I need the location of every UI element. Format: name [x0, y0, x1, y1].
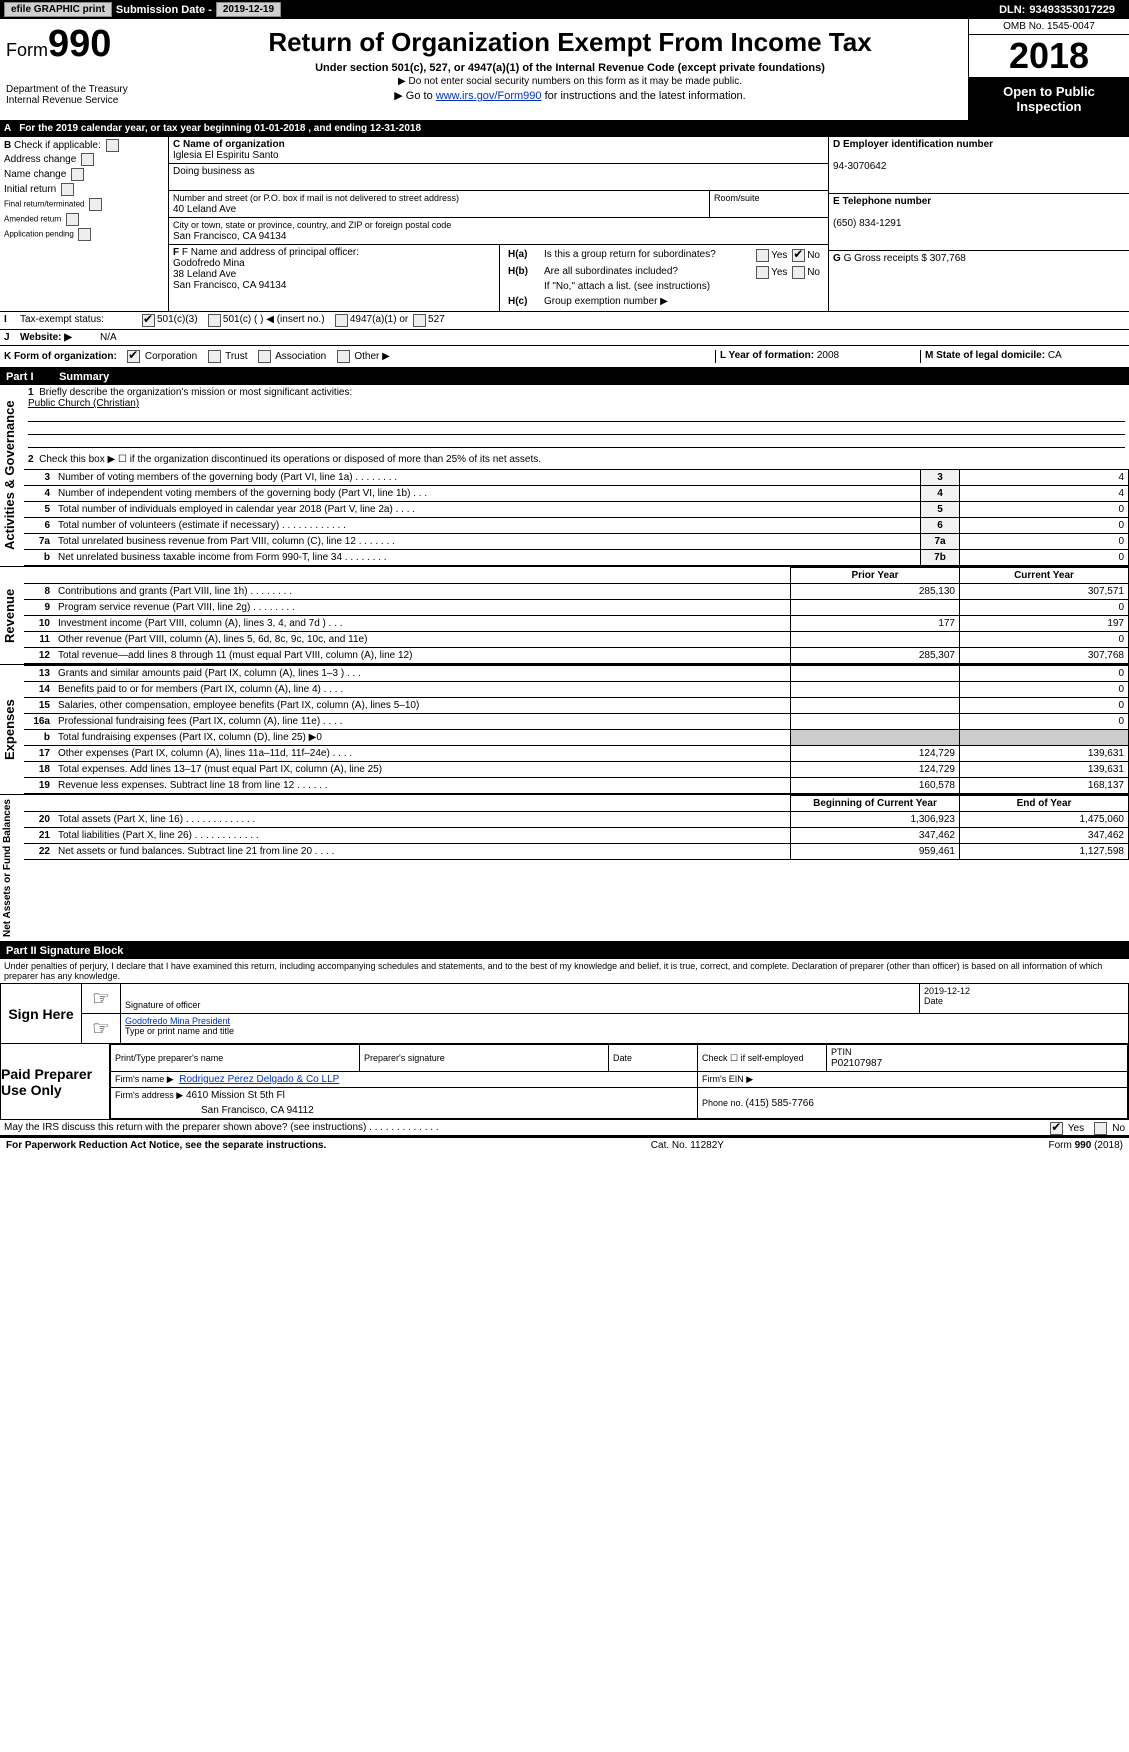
applicable-checkbox[interactable] [106, 139, 119, 152]
box-f: F F Name and address of principal office… [169, 245, 499, 311]
q1: 1 Briefly describe the organization's mi… [24, 385, 1129, 450]
hb-yes[interactable] [756, 266, 769, 279]
sign-here-block: Sign Here ☞ Signature of officer 2019-12… [0, 983, 1129, 1044]
part-ii-header: Part II Signature Block [0, 943, 1129, 959]
form-subtitle: Under section 501(c), 527, or 4947(a)(1)… [178, 62, 962, 74]
527-checkbox[interactable] [413, 314, 426, 327]
rowk-checkbox[interactable] [258, 350, 271, 363]
box-b-checkbox[interactable] [89, 198, 102, 211]
box-b-option: Initial return [4, 182, 164, 197]
box-c-city: City or town, state or province, country… [169, 218, 828, 245]
vert-governance: Activities & Governance [0, 385, 24, 566]
ha-yes[interactable] [756, 249, 769, 262]
4947-checkbox[interactable] [335, 314, 348, 327]
box-b-checkbox[interactable] [66, 213, 79, 226]
firm-name-link[interactable]: Rodriguez Perez Delgado & Co LLP [179, 1074, 339, 1085]
ha-no[interactable] [792, 249, 805, 262]
paid-preparer-block: Paid Preparer Use Only Print/Type prepar… [0, 1044, 1129, 1120]
perjury-statement: Under penalties of perjury, I declare th… [0, 959, 1129, 983]
box-h: H(a) Is this a group return for subordin… [499, 245, 828, 311]
footer: For Paperwork Reduction Act Notice, see … [0, 1137, 1129, 1153]
row-klm: K Form of organization: Corporation Trus… [0, 346, 1129, 369]
tax-year: 2018 [969, 35, 1129, 78]
omb-number: OMB No. 1545-0047 [969, 19, 1129, 35]
box-b-option: Name change [4, 167, 164, 182]
box-e: E Telephone number (650) 834-1291 [829, 194, 1129, 251]
box-b-option: Application pending [4, 227, 164, 242]
submission-label: Submission Date - [116, 4, 212, 16]
ssn-note: ▶ Do not enter social security numbers o… [178, 76, 962, 87]
501c3-checkbox[interactable] [142, 314, 155, 327]
officer-name-link[interactable]: Godofredo Mina President [125, 1016, 230, 1026]
box-b-option: Amended return [4, 212, 164, 227]
instructions-link-row: ▶ Go to www.irs.gov/Form990 for instruct… [178, 89, 962, 102]
q2: 2 Check this box ▶ ☐ if the organization… [24, 450, 1129, 469]
irs-link[interactable]: www.irs.gov/Form990 [436, 90, 542, 102]
vert-netassets: Net Assets or Fund Balances [0, 795, 24, 941]
discuss-row: May the IRS discuss this return with the… [0, 1120, 1129, 1137]
box-g: G G Gross receipts $ 307,768 [829, 251, 1129, 266]
section-bcdefgh: B Check if applicable: Address change Na… [0, 136, 1129, 312]
vert-revenue: Revenue [0, 567, 24, 664]
open-to-public: Open to Public Inspection [969, 78, 1129, 120]
box-b-checkbox[interactable] [61, 183, 74, 196]
discuss-no[interactable] [1094, 1122, 1107, 1135]
box-b: B Check if applicable: Address change Na… [0, 137, 169, 311]
row-j: J Website: ▶ N/A [0, 330, 1129, 346]
efile-button[interactable]: efile GRAPHIC print [4, 2, 112, 17]
box-b-checkbox[interactable] [71, 168, 84, 181]
dln-label: DLN: [999, 4, 1025, 16]
box-b-checkbox[interactable] [78, 228, 91, 241]
form-title: Return of Organization Exempt From Incom… [178, 27, 962, 58]
vert-expenses: Expenses [0, 665, 24, 794]
rowk-checkbox[interactable] [127, 350, 140, 363]
treasury-dept: Department of the Treasury Internal Reve… [6, 84, 166, 106]
discuss-yes[interactable] [1050, 1122, 1063, 1135]
hb-no[interactable] [792, 266, 805, 279]
form-header: Form990 Department of the Treasury Inter… [0, 19, 1129, 121]
part-i-header: Part I Summary [0, 369, 1129, 385]
top-bar: efile GRAPHIC print Submission Date - 20… [0, 0, 1129, 19]
501c-checkbox[interactable] [208, 314, 221, 327]
box-c-dba: Doing business as [169, 164, 828, 191]
box-c-name: C Name of organization Iglesia El Espiri… [169, 137, 828, 164]
form-number: Form990 [6, 23, 166, 66]
row-a-tax-year: A For the 2019 calendar year, or tax yea… [0, 121, 1129, 136]
room-suite: Room/suite [709, 191, 828, 217]
box-b-option: Address change [4, 152, 164, 167]
dln-value: 93493353017229 [1029, 4, 1115, 16]
rowk-checkbox[interactable] [337, 350, 350, 363]
box-b-option: Final return/terminated [4, 197, 164, 212]
rowk-checkbox[interactable] [208, 350, 221, 363]
box-b-checkbox[interactable] [81, 153, 94, 166]
submission-date: 2019-12-19 [216, 2, 281, 17]
box-c-address: Number and street (or P.O. box if mail i… [169, 191, 709, 217]
box-d: D Employer identification number 94-3070… [829, 137, 1129, 194]
row-i: I Tax-exempt status: 501(c)(3) 501(c) ( … [0, 312, 1129, 330]
